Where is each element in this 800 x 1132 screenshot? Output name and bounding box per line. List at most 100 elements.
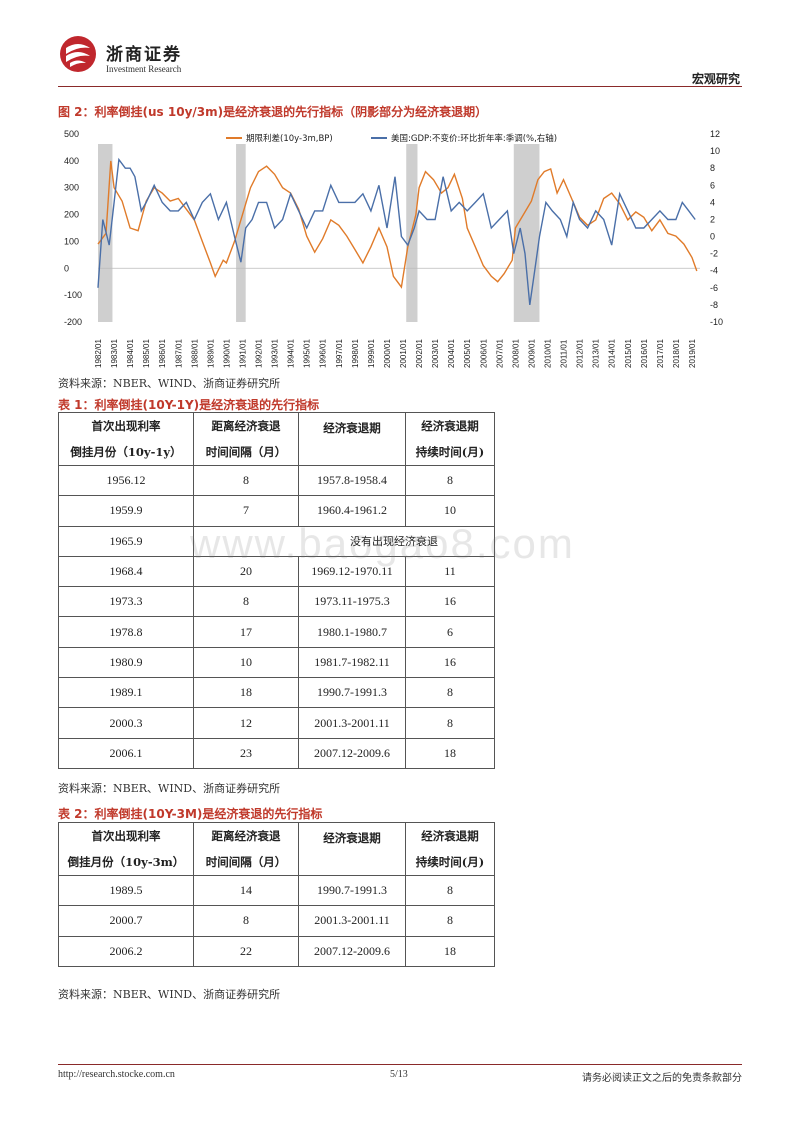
x-tick-label: 2006/01 [479,339,488,368]
yield-spread-gdp-chart: -200 -100 0 100 200 300 400 500 -10 -8 -6 -4 -2 0 2 4 6 8… [64,129,723,368]
table-cell: 10 [405,495,495,527]
y-left-tick-label: 500 [64,129,79,139]
table-row: 1959.9 7 1960.4-1961.2 10 [58,495,495,527]
x-tick-label: 2015/01 [624,339,633,368]
figure-caption: 图 2：利率倒挂(us 10y/3m)是经济衰退的先行指标（阴影部分为经济衰退期… [58,105,488,119]
x-tick-label: 2011/01 [560,339,569,368]
x-tick-label: 1997/01 [335,339,344,368]
x-tick-label: 2003/01 [431,339,440,368]
x-tick-label: 2009/01 [527,339,536,368]
watermark: www.baogao8.com [190,520,575,567]
table-cell-note: 没有出现经济衰退 [193,525,495,557]
table2-header-cell: 距离经济衰退 时间间隔（月） [193,822,299,876]
table-cell: 1980.9 [58,646,194,679]
x-tick-label: 2008/01 [511,339,520,368]
table2-header-row: 首次出现利率 倒挂月份（10y-3m） 距离经济衰退 时间间隔（月） 经济衰退期 经… [58,822,495,876]
table2-header-cell: 经济衰退期 [298,822,406,876]
y-right-tick-label: 12 [710,129,720,139]
x-tick-label: 1994/01 [287,339,296,368]
x-tick-label: 2017/01 [656,339,665,368]
table-cell: 1957.8-1958.4 [298,464,406,497]
table-cell: 2006.1 [58,737,194,769]
table-row: 1980.9 10 1981.7-1982.11 16 [58,646,495,679]
table1-caption: 表 1：利率倒挂(10Y-1Y)是经济衰退的先行指标 [58,398,320,412]
x-tick-label: 1992/01 [255,339,264,368]
x-tick-label: 2002/01 [415,339,424,368]
x-tick-label: 2005/01 [463,339,472,368]
header-divider [58,86,742,87]
table-cell: 1990.7-1991.3 [298,677,406,709]
y-left-tick-label: -100 [64,290,82,300]
brand-name: 浙商证券 [106,45,182,65]
table-cell: 1989.1 [58,677,194,709]
x-tick-label: 1996/01 [319,339,328,368]
x-tick-label: 1987/01 [174,339,183,368]
table-cell: 1973.3 [58,586,194,618]
y-right-tick-label: 4 [710,197,715,207]
x-tick-label: 1984/01 [126,339,135,368]
y-left-tick-label: 0 [64,263,69,273]
table-cell: 2000.3 [58,707,194,739]
table-cell: 1969.12-1970.11 [298,555,406,588]
legend-label: 美国:GDP:不变价:环比折年率:季调(%,右轴) [391,133,557,144]
table-cell: 18 [193,677,299,709]
table-cell: 2007.12-2009.6 [298,737,406,769]
footer-url-link[interactable]: http://research.stocke.com.cn [58,1069,175,1080]
table-cell: 1968.4 [58,555,194,588]
table-cell: 2001.3-2001.11 [298,905,406,937]
table-row: 2006.2 22 2007.12-2009.6 18 [58,935,495,967]
table-cell: 2001.3-2001.11 [298,707,406,739]
table-cell: 2007.12-2009.6 [298,935,406,967]
table-cell: 8 [405,707,495,739]
table-cell: 1959.9 [58,495,194,527]
recession-band [236,144,246,322]
x-tick-label: 2001/01 [399,339,408,368]
y-right-tick-label: 10 [710,146,720,156]
footer-disclaimer: 请务必阅读正文之后的免责条款部分 [582,1073,742,1084]
table-cell: 16 [405,586,495,618]
y-right-tick-label: 8 [710,163,715,173]
legend-label: 期限利差(10y-3m,BP) [246,133,333,144]
table2-source: 资料来源：NBER、WIND、浙商证券研究所 [58,988,281,1001]
table2-header-cell: 经济衰退期 持续时间(月) [405,822,495,876]
table-cell: 1978.8 [58,616,194,648]
y-left-tick-label: 400 [64,156,79,166]
x-tick-label: 1989/01 [206,339,215,368]
table-cell: 8 [193,586,299,618]
y-right-tick-label: 6 [710,180,715,190]
table1-header-cell: 首次出现利率 倒挂月份（10y-1y） [58,412,194,466]
table1-header-cell: 距离经济衰退 时间间隔（月） [193,412,299,466]
table-cell: 8 [193,905,299,937]
table-cell: 11 [405,555,495,588]
table-cell: 8 [405,874,495,907]
x-tick-label: 1990/01 [222,339,231,368]
x-tick-label: 1983/01 [110,339,119,368]
table2-header-cell: 首次出现利率 倒挂月份（10y-3m） [58,822,194,876]
table-cell: 16 [405,646,495,679]
figure-source: 资料来源：NBER、WIND、浙商证券研究所 [58,377,281,390]
table1-header-cell: 经济衰退期 持续时间(月) [405,412,495,466]
table-row: 2000.7 8 2001.3-2001.11 8 [58,905,495,937]
x-tick-label: 1988/01 [190,339,199,368]
table1-header-cell: 经济衰退期 [298,412,406,466]
table-cell: 17 [193,616,299,648]
x-tick-label: 1986/01 [158,339,167,368]
table-cell: 2000.7 [58,905,194,937]
table-cell: 12 [193,707,299,739]
table2-caption: 表 2：利率倒挂(10Y-3M)是经济衰退的先行指标 [58,807,323,821]
table-cell: 18 [405,737,495,769]
brand-logo-icon [60,36,96,72]
table-cell: 1956.12 [58,464,194,497]
table-row: 1968.4 20 1969.12-1970.11 11 [58,555,495,588]
table-cell: 8 [405,905,495,937]
table-cell: 1981.7-1982.11 [298,646,406,679]
x-tick-label: 2013/01 [592,339,601,368]
table-cell: 1989.5 [58,874,194,907]
table-cell: 14 [193,874,299,907]
series-line-0 [97,160,698,289]
x-tick-label: 1999/01 [367,339,376,368]
table1-source: 资料来源：NBER、WIND、浙商证券研究所 [58,782,281,795]
x-tick-label: 2012/01 [576,339,585,368]
table2: 首次出现利率 倒挂月份（10y-3m） 距离经济衰退 时间间隔（月） 经济衰退期 经… [58,822,495,967]
table-cell: 1990.7-1991.3 [298,874,406,907]
